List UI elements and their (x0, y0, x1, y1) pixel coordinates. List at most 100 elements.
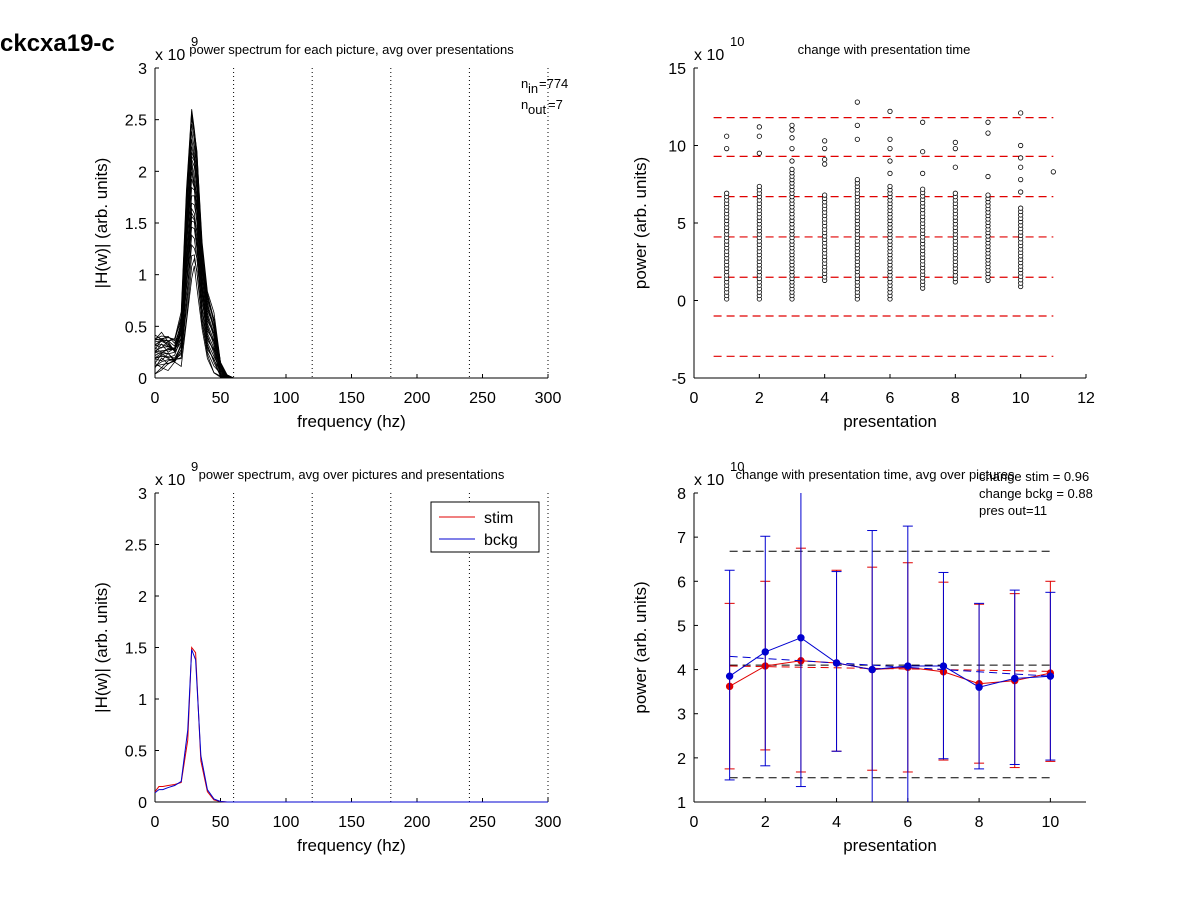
data-point-outlier (854, 136, 860, 142)
data-point (1018, 205, 1024, 211)
x-tick-label: 10 (1012, 390, 1030, 407)
series-line-bckg (154, 649, 548, 803)
plot-area (724, 493, 1056, 802)
x-axis-label: frequency (hz) (297, 412, 406, 431)
x-tick-label: 100 (273, 814, 300, 831)
y-tick-label: 0 (138, 371, 147, 388)
data-point-outlier (724, 133, 730, 139)
x-tick-label: 8 (951, 390, 960, 407)
data-point-bckg (761, 648, 769, 656)
y-tick-label: 7 (677, 530, 686, 547)
stat-annotation: change bckg = 0.88 (979, 486, 1093, 501)
x-tick-label: 12 (1077, 390, 1095, 407)
data-point-outlier (756, 133, 762, 139)
y-axis-label: |H(w)| (arb. units) (92, 158, 111, 289)
data-point-outlier (1018, 142, 1024, 149)
axis-multiplier-exponent: 10 (730, 459, 744, 474)
data-point-bckg (904, 662, 912, 670)
x-tick-label: 300 (535, 390, 562, 407)
data-point-bckg (832, 659, 841, 667)
data-point (1050, 169, 1056, 175)
n-out-subscript: out (528, 102, 546, 117)
data-point-outlier (920, 149, 926, 155)
y-tick-label: 0.5 (125, 744, 147, 761)
chart-panel-power-spectrum-avg: power spectrum, avg over pictures and pr… (92, 459, 561, 855)
axis-multiplier-exponent: 9 (191, 34, 198, 49)
y-tick-label: 0.5 (125, 319, 147, 336)
series-line-bckg (729, 637, 1051, 688)
data-point-outlier (887, 170, 893, 176)
axis-multiplier: x 10 (694, 47, 724, 64)
x-axis-label: presentation (843, 836, 937, 855)
page-title: ckcxa19-c (0, 30, 115, 57)
chart-panel-change-avg-over-pictures: change with presentation time, avg over … (631, 459, 1093, 855)
y-tick-label: 1.5 (125, 641, 147, 658)
data-point-bckg (1011, 674, 1019, 683)
y-tick-label: 0 (677, 294, 686, 311)
y-tick-label: 1 (677, 795, 686, 812)
y-tick-label: 3 (677, 707, 686, 724)
data-point-outlier (920, 170, 926, 176)
data-point-bckg (868, 665, 876, 674)
axis-multiplier: x 10 (155, 472, 185, 489)
data-point-outlier (822, 146, 828, 152)
data-point-outlier (952, 164, 958, 170)
y-tick-label: 2 (677, 751, 686, 768)
y-tick-label: 2.5 (125, 113, 147, 130)
y-tick-label: 4 (677, 663, 686, 680)
data-point-outlier (756, 150, 762, 156)
data-point-bckg (975, 683, 983, 691)
spectrum-line (154, 139, 548, 379)
data-point-outlier (887, 136, 893, 142)
x-tick-label: 2 (755, 390, 764, 407)
data-point-outlier (985, 119, 991, 125)
y-tick-label: 2.5 (125, 538, 147, 555)
data-point-outlier (822, 161, 828, 167)
x-tick-label: 200 (404, 390, 431, 407)
data-point-outlier (756, 124, 762, 130)
n-in-annotation: n (521, 76, 528, 91)
data-point-bckg (725, 672, 734, 680)
x-tick-label: 0 (151, 814, 160, 831)
spectrum-line (154, 207, 548, 379)
data-point (952, 190, 958, 196)
y-tick-label: 10 (668, 139, 686, 156)
y-tick-label: 0 (138, 795, 147, 812)
y-tick-label: -5 (672, 371, 686, 388)
data-point-outlier (822, 156, 828, 163)
n-in-subscript: in (528, 81, 538, 96)
data-point-outlier (1018, 189, 1024, 195)
chart-title: change with presentation time (798, 42, 971, 57)
x-tick-label: 8 (975, 814, 984, 831)
data-point-outlier (1018, 177, 1024, 183)
x-axis-label: presentation (843, 412, 937, 431)
legend-label-stim: stim (484, 510, 513, 527)
chart-panel-power-spectrum-each-picture: power spectrum for each picture, avg ove… (92, 34, 568, 431)
x-tick-label: 6 (886, 390, 895, 407)
data-point-outlier (887, 158, 893, 164)
y-tick-label: 1 (138, 692, 147, 709)
data-point-outlier (789, 135, 795, 141)
series-line-stim (154, 646, 548, 803)
x-tick-label: 100 (273, 390, 300, 407)
y-axis-label: |H(w)| (arb. units) (92, 582, 111, 713)
data-point (854, 177, 860, 183)
axis-multiplier: x 10 (694, 472, 724, 489)
spectrum-line (154, 195, 548, 379)
x-tick-label: 50 (212, 814, 230, 831)
legend-label-bckg: bckg (484, 532, 518, 549)
legend: stim bckg (430, 501, 540, 553)
chart-title: power spectrum, avg over pictures and pr… (199, 467, 505, 482)
data-point-outlier (822, 138, 828, 144)
stat-annotation: pres out=11 (979, 503, 1047, 518)
data-point-outlier (985, 173, 991, 180)
spectrum-line (154, 109, 548, 379)
data-point-outlier (952, 139, 958, 145)
x-tick-label: 250 (469, 814, 496, 831)
data-point-bckg (797, 634, 805, 642)
n-in-value: =774 (539, 76, 568, 91)
spectrum-line (154, 226, 548, 379)
data-point-outlier (1018, 155, 1024, 161)
axis-multiplier-exponent: 10 (730, 34, 744, 49)
data-point-outlier (1018, 164, 1024, 170)
